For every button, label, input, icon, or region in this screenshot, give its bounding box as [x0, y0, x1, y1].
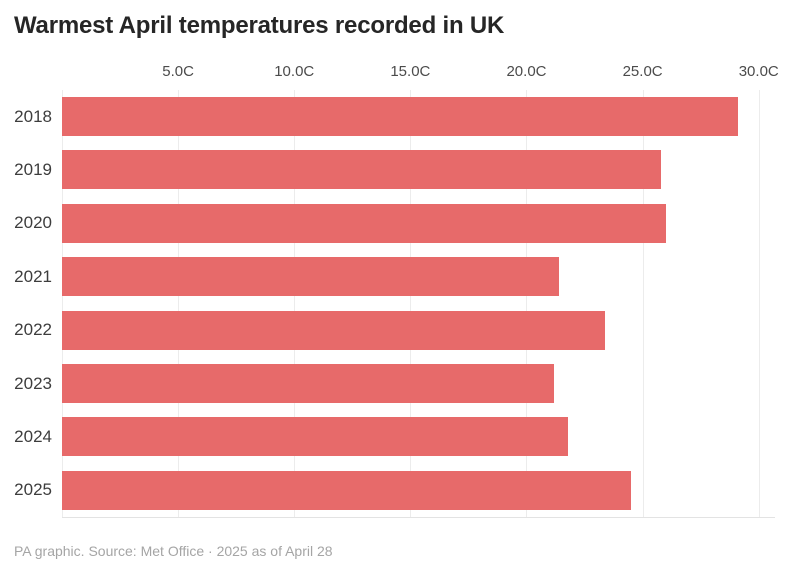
x-tick-label: 10.0C — [274, 63, 315, 80]
y-category-label: 2024 — [14, 426, 52, 446]
y-category-label: 2023 — [14, 373, 52, 393]
gridline — [62, 90, 63, 517]
temperature-bar — [62, 310, 606, 350]
gridline — [410, 90, 412, 517]
x-tick-label: 5.0C — [162, 63, 194, 80]
bar-row: 2023 — [14, 357, 775, 410]
y-category-label: 2018 — [14, 106, 52, 126]
x-tick-label: 15.0C — [390, 63, 431, 80]
x-tick-label: 30.0C — [738, 63, 779, 80]
temperature-bar — [62, 97, 738, 136]
y-category-label: 2020 — [14, 213, 52, 233]
bar-row: 2019 — [14, 143, 775, 196]
source-note: PA graphic. Source: Met Office · 2025 as… — [14, 543, 333, 559]
gridline — [526, 90, 528, 517]
y-category-label: 2022 — [14, 320, 52, 340]
bar-row: 2018 — [14, 90, 775, 143]
bar-row: 2020 — [14, 197, 775, 250]
x-tick-label: 25.0C — [622, 63, 663, 80]
temperature-bar — [62, 470, 631, 510]
temperature-bar — [62, 363, 555, 403]
bar-row: 2025 — [14, 464, 775, 517]
y-category-label: 2021 — [14, 266, 52, 286]
bar-row: 2024 — [14, 410, 775, 463]
gridline — [642, 90, 644, 517]
gridline — [178, 90, 180, 517]
bar-row: 2021 — [14, 250, 775, 303]
gridline — [758, 90, 760, 517]
temperature-bar — [62, 150, 662, 190]
x-tick-label: 20.0C — [506, 63, 547, 80]
y-category-label: 2025 — [14, 480, 52, 500]
y-category-label: 2019 — [14, 160, 52, 180]
gridline — [294, 90, 296, 517]
bar-row: 2022 — [14, 304, 775, 357]
temperature-bar — [62, 257, 559, 297]
plot-area: 5.0C 10.0C 15.0C 20.0C 25.0C 30.0C 2018 2019 202… — [14, 63, 779, 518]
temperature-bar — [62, 417, 569, 457]
chart-title: Warmest April temperatures recorded in U… — [14, 12, 505, 39]
temperature-bar — [62, 203, 666, 243]
